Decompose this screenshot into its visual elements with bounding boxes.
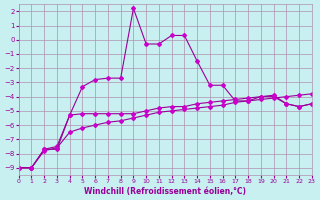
X-axis label: Windchill (Refroidissement éolien,°C): Windchill (Refroidissement éolien,°C) — [84, 187, 246, 196]
